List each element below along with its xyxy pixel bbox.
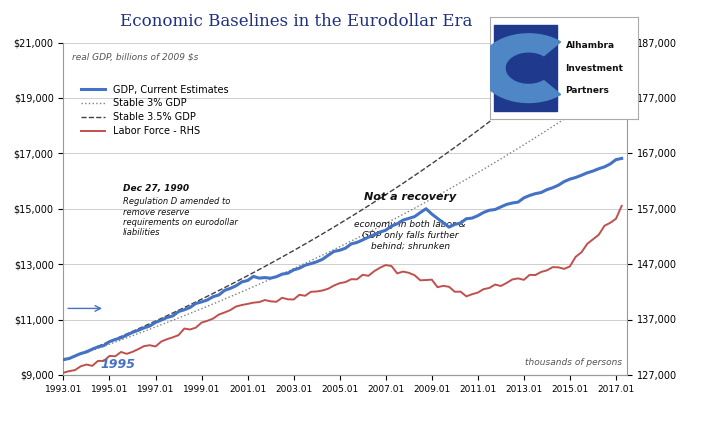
Text: Alhambra: Alhambra [565, 41, 615, 50]
Text: 1995: 1995 [100, 358, 135, 371]
Text: Regulation D amended to
remove reserve
requirements on eurodollar
liabilities: Regulation D amended to remove reserve r… [123, 197, 238, 237]
Legend: GDP, Current Estimates, Stable 3% GDP, Stable 3.5% GDP, Labor Force - RHS: GDP, Current Estimates, Stable 3% GDP, S… [77, 81, 232, 140]
Polygon shape [494, 25, 557, 111]
Text: Investment: Investment [565, 63, 623, 73]
Polygon shape [479, 34, 560, 103]
Text: Economic Baselines in the Eurodollar Era: Economic Baselines in the Eurodollar Era [120, 13, 472, 30]
Text: thousands of persons: thousands of persons [525, 357, 622, 366]
Text: Dec 27, 1990: Dec 27, 1990 [123, 184, 189, 193]
FancyBboxPatch shape [494, 25, 557, 111]
Text: Not a recovery: Not a recovery [364, 193, 456, 202]
Text: Partners: Partners [565, 86, 609, 95]
Text: real GDP, billions of 2009 $s: real GDP, billions of 2009 $s [72, 52, 198, 62]
Text: economy in both labor &
GDP only falls further
behind; shrunken: economy in both labor & GDP only falls f… [355, 220, 466, 250]
